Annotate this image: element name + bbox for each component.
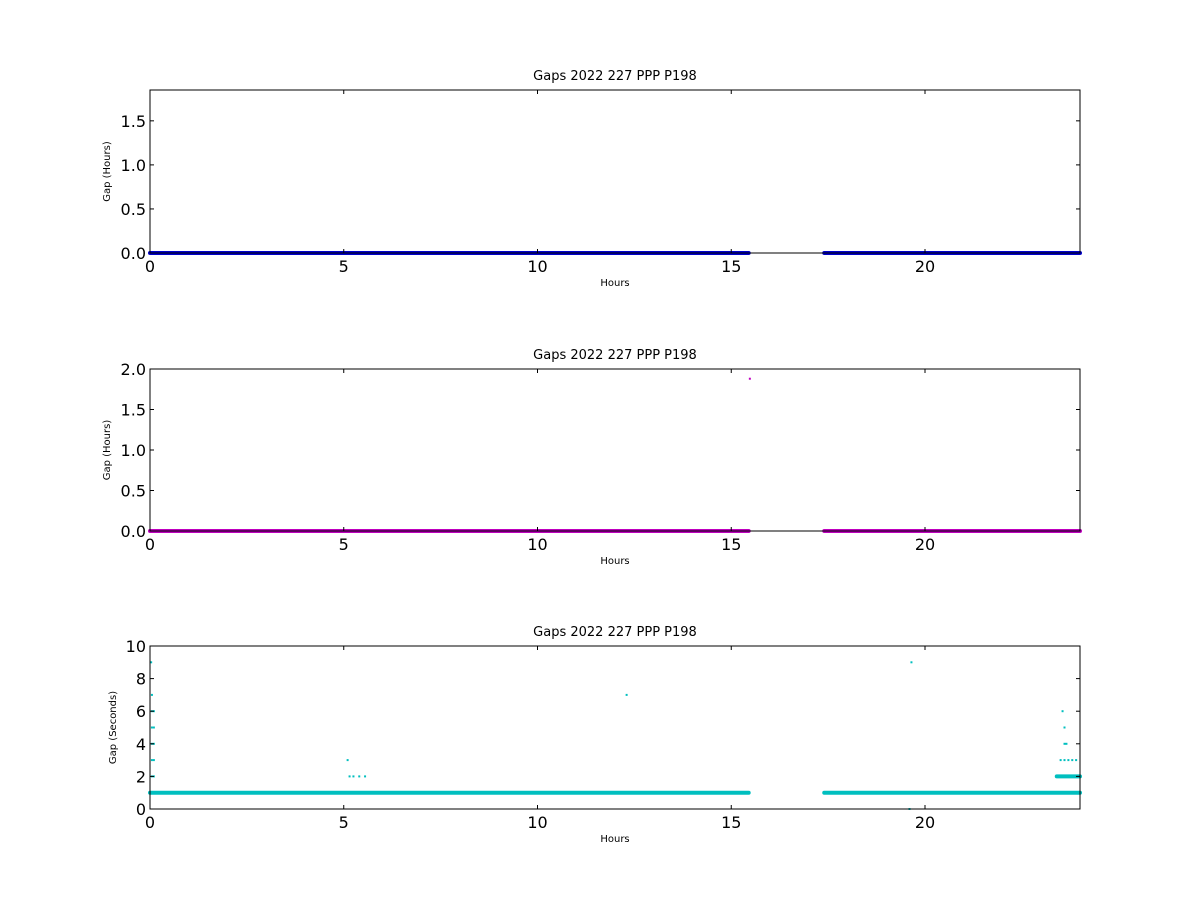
- x-tick-label: 5: [339, 257, 349, 276]
- x-tick-label: 5: [339, 535, 349, 554]
- data-point: [346, 759, 349, 762]
- data-point: [910, 661, 913, 664]
- data-point: [150, 759, 153, 762]
- y-tick-label: 1.5: [121, 112, 146, 131]
- chart-panel-1: 0 5 10 15 20 0.0 0.5 1.0 1.5 Gaps 2022 227 PPP P1…: [102, 69, 1082, 289]
- x-tick-label: 10: [527, 535, 547, 554]
- y-tick-label: 10: [126, 637, 146, 656]
- data-point: [152, 726, 155, 729]
- data-point: [358, 775, 361, 778]
- data-point: [348, 775, 351, 778]
- x-axis-label: Hours: [600, 556, 629, 567]
- y-tick-label: 1.0: [121, 441, 146, 460]
- x-tick-label: 0: [145, 535, 155, 554]
- y-tick-label: 1.5: [121, 401, 146, 420]
- data-point: [364, 775, 367, 778]
- y-tick-label: 0.5: [121, 200, 146, 219]
- data-point: [1063, 726, 1066, 729]
- data-point: [1063, 742, 1066, 745]
- chart-panel-2: 0 5 10 15 20 0.0 0.5 1.0 1.5 2.0 Gaps 2022 227 PPP…: [102, 348, 1082, 567]
- x-tick-label: 20: [915, 813, 935, 832]
- x-tick-label: 15: [721, 813, 741, 832]
- data-point: [748, 377, 751, 380]
- x-tick-label: 10: [527, 257, 547, 276]
- chart-title: Gaps 2022 227 PPP P198: [533, 69, 697, 84]
- data-point: [625, 693, 628, 696]
- plot-frame: [149, 645, 1081, 810]
- data-point: [1061, 710, 1064, 713]
- y-tick-label: 8: [136, 670, 146, 689]
- data-point: [1075, 759, 1078, 762]
- plot-frame: [149, 368, 1081, 532]
- y-tick-label: 0.0: [121, 244, 146, 263]
- data-point: [1071, 759, 1074, 762]
- data-point: [150, 661, 153, 664]
- x-tick-label: 15: [721, 257, 741, 276]
- y-tick-label: 1.0: [121, 156, 146, 175]
- y-tick-label: 0: [136, 800, 146, 819]
- y-tick-label: 0.0: [121, 522, 146, 541]
- data-point: [352, 775, 355, 778]
- x-tick-label: 10: [527, 813, 547, 832]
- y-tick-label: 2: [136, 767, 146, 786]
- x-axis-label: Hours: [600, 834, 629, 845]
- chart-title: Gaps 2022 227 PPP P198: [533, 348, 697, 363]
- x-tick-label: 20: [915, 257, 935, 276]
- y-axis-label: Gap (Hours): [102, 420, 113, 481]
- y-tick-label: 2.0: [121, 360, 146, 379]
- data-point: [1063, 759, 1066, 762]
- x-tick-label: 15: [721, 535, 741, 554]
- x-axis-label: Hours: [600, 278, 629, 289]
- x-tick-label: 0: [145, 257, 155, 276]
- data-point: [1067, 759, 1070, 762]
- y-tick-label: 0.5: [121, 482, 146, 501]
- chart-panel-3: 0 5 10 15 20 0 2 4 6 8 10 Gaps 2022 227 PPP P198 Hou…: [108, 625, 1082, 845]
- data-point: [150, 693, 153, 696]
- x-tick-label: 5: [339, 813, 349, 832]
- y-tick-label: 4: [136, 735, 146, 754]
- y-axis-label: Gap (Hours): [102, 141, 113, 202]
- chart-title: Gaps 2022 227 PPP P198: [533, 625, 697, 640]
- data-point: [1065, 742, 1068, 745]
- data-point: [152, 759, 155, 762]
- data-point: [150, 726, 153, 729]
- plot-frame: [149, 89, 1081, 254]
- y-tick-label: 6: [136, 702, 146, 721]
- x-tick-label: 20: [915, 535, 935, 554]
- data-point: [1059, 759, 1062, 762]
- x-tick-label: 0: [145, 813, 155, 832]
- y-axis-label: Gap (Seconds): [108, 691, 119, 764]
